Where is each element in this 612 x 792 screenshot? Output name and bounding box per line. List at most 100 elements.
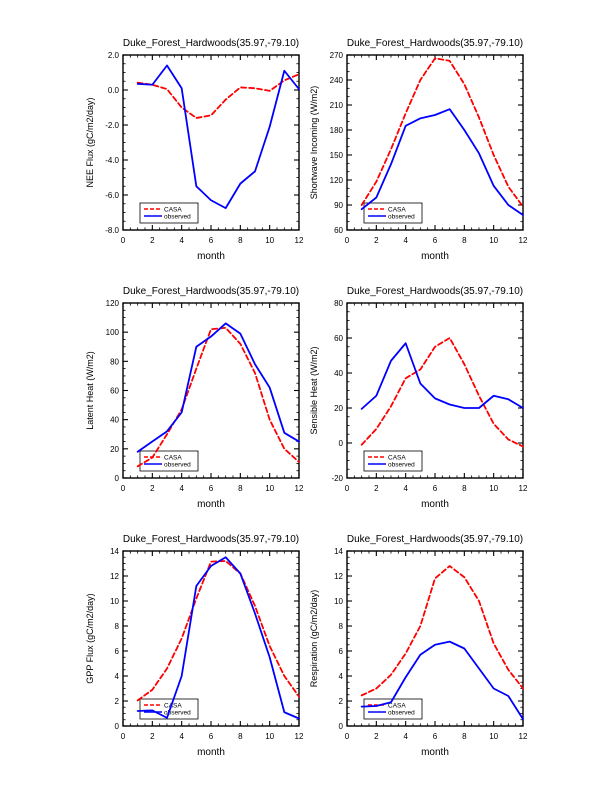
legend-label-observed: observed: [388, 709, 415, 716]
x-tick-label: 10: [489, 732, 498, 741]
y-tick-label: 80: [334, 299, 343, 308]
x-axis-label: month: [421, 251, 449, 262]
legend-label-observed: observed: [164, 213, 191, 220]
x-tick-label: 10: [489, 484, 498, 493]
chart-sensible-heat: 0 2 4 6 8 10 12 -20 0 20 40 60 80 Duke_Forest_Hardwoo…: [279, 278, 529, 528]
y-axis-label: GPP Flux (gC/m2/day): [85, 593, 95, 683]
chart-latent-heat: 0 2 4 6 8 10 12 0 20 40 60 80 100 120 Duke_Forest_Hard…: [55, 278, 305, 528]
y-tick-label: 100: [106, 328, 120, 337]
chart-nee-flux: 0 2 4 6 8 10 12 -8.0 -6.0 -4.0 -2.0 0.0 2.0 Duke_Fore…: [55, 30, 305, 280]
x-tick-label: 12: [295, 732, 304, 741]
y-tick-label: 270: [330, 51, 344, 60]
y-tick-label: 20: [334, 404, 343, 413]
x-tick-label: 4: [179, 732, 184, 741]
y-tick-label: 120: [106, 299, 120, 308]
y-tick-label: 60: [110, 387, 119, 396]
legend-label-casa: CASA: [164, 702, 182, 709]
x-tick-label: 2: [374, 236, 379, 245]
x-tick-label: 10: [489, 236, 498, 245]
y-tick-label: 12: [334, 572, 343, 581]
y-tick-label: 10: [334, 597, 343, 606]
y-tick-label: 14: [110, 547, 119, 556]
y-axis-label: Shortwave Incoming (W/m2): [309, 86, 319, 200]
y-tick-label: 4: [339, 672, 344, 681]
x-tick-label: 8: [238, 236, 243, 245]
y-tick-label: -6.0: [105, 191, 119, 200]
x-tick-label: 12: [295, 236, 304, 245]
legend-box: [139, 202, 199, 224]
x-tick-label: 4: [179, 236, 184, 245]
y-tick-label: 240: [330, 76, 344, 85]
legend-label-casa: CASA: [388, 206, 406, 213]
y-tick-label: 40: [110, 416, 119, 425]
y-tick-label: 210: [330, 101, 344, 110]
x-tick-label: 12: [519, 236, 528, 245]
x-tick-label: 12: [519, 732, 528, 741]
series-line-observed: [136, 64, 300, 210]
x-tick-label: 0: [121, 732, 126, 741]
y-tick-label: 150: [330, 151, 344, 160]
y-tick-label: 40: [334, 369, 343, 378]
y-axis-label: Latent Heat (W/m2): [85, 351, 95, 430]
x-tick-label: 10: [265, 732, 274, 741]
latent-heat-plot: 0 2 4 6 8 10 12020406080100120Duke_Forest_Hard…: [85, 286, 304, 510]
series-line-observed: [136, 556, 300, 720]
chart-title: Duke_Forest_Hardwoods(35.97,-79.10): [347, 38, 523, 49]
y-tick-label: 60: [334, 226, 343, 235]
y-tick-label: 6: [339, 647, 344, 656]
x-tick-label: 8: [462, 236, 467, 245]
y-tick-label: 2.0: [108, 51, 120, 60]
y-tick-label: 90: [334, 201, 343, 210]
chart-respiration: 0 2 4 6 8 10 12 0 2 4 6 8 10 12 14 Duke_Forest_Hardwood…: [279, 526, 529, 776]
legend-box: [139, 698, 199, 720]
chart-title: Duke_Forest_Hardwoods(35.97,-79.10): [123, 534, 299, 545]
series-line-casa: [360, 57, 524, 208]
x-tick-label: 4: [403, 484, 408, 493]
y-tick-label: -8.0: [105, 226, 119, 235]
y-tick-label: 0: [339, 439, 344, 448]
x-tick-label: 10: [265, 484, 274, 493]
x-tick-label: 2: [150, 484, 155, 493]
y-tick-label: 120: [330, 176, 344, 185]
x-tick-label: 10: [265, 236, 274, 245]
nee-flux-plot: 0 2 4 6 8 10 12 -8.0 -6.0 -4.0 -2.0 0.0 2.0Duke_Fore…: [85, 38, 304, 262]
x-tick-label: 2: [150, 236, 155, 245]
x-tick-label: 12: [295, 484, 304, 493]
x-tick-label: 6: [209, 484, 214, 493]
series-line-observed: [136, 322, 300, 453]
y-tick-label: 8: [115, 622, 120, 631]
x-tick-label: 0: [345, 732, 350, 741]
gpp-flux-plot: 0 2 4 6 8 10 12 0 2 4 6 8 10 12 14 Duke_Forest_Hardwood…: [85, 534, 304, 758]
y-axis-label: NEE Flux (gC/m2/day): [85, 97, 95, 187]
legend-label-observed: observed: [388, 213, 415, 220]
chart-title: Duke_Forest_Hardwoods(35.97,-79.10): [123, 286, 299, 297]
series-line-observed: [360, 342, 524, 410]
legend-box: [363, 450, 423, 472]
y-axis-label: Sensible Heat (W/m2): [309, 346, 319, 434]
chart-title: Duke_Forest_Hardwoods(35.97,-79.10): [123, 38, 299, 49]
chart-shortwave-incoming: 0 2 4 6 8 10 12 60 90 120 150 180 210 240 270 Duke_Fore…: [279, 30, 529, 280]
y-tick-label: 4: [115, 672, 120, 681]
legend-label-observed: observed: [164, 461, 191, 468]
series-line-observed: [360, 108, 524, 216]
x-tick-label: 0: [345, 484, 350, 493]
y-tick-label: 80: [110, 357, 119, 366]
y-tick-label: 20: [110, 445, 119, 454]
chart-title: Duke_Forest_Hardwoods(35.97,-79.10): [347, 286, 523, 297]
y-tick-label: 2: [339, 697, 344, 706]
sensible-heat-plot: 0 2 4 6 8 10 12-20020406080Duke_Forest_Hardwoo…: [309, 286, 528, 510]
legend-label-casa: CASA: [388, 454, 406, 461]
y-tick-label: 0: [115, 722, 120, 731]
legend-label-casa: CASA: [164, 454, 182, 461]
series-line-casa: [360, 565, 524, 697]
series-line-casa: [136, 73, 300, 119]
y-tick-label: 0.0: [108, 86, 120, 95]
series-line-casa: [360, 337, 524, 448]
